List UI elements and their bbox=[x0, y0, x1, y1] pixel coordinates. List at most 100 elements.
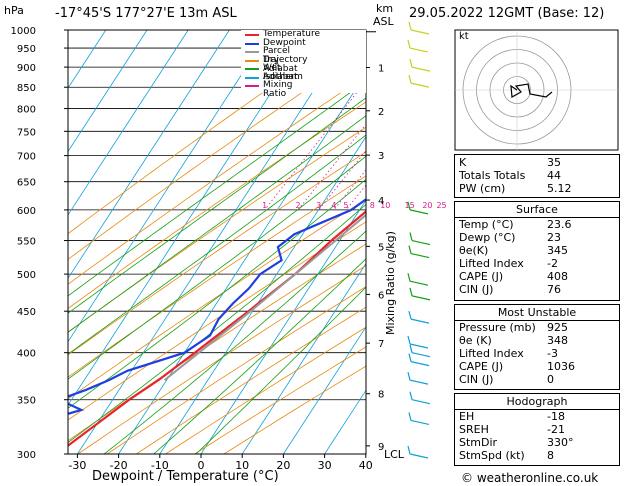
km-tick-label: 1 bbox=[378, 63, 384, 74]
plot-frame bbox=[67, 29, 367, 455]
mixing-ratio-label: 1 bbox=[262, 201, 267, 210]
wind-barb-feather bbox=[407, 273, 411, 282]
surface-table: Surface Temp (°C) 23.6 Dewp (°C) 23 θe(K) 3… bbox=[454, 201, 620, 301]
surface-title: Surface bbox=[516, 203, 558, 216]
isotherm bbox=[68, 30, 313, 406]
wind-barb bbox=[411, 399, 431, 405]
temp-tick-label: 0 bbox=[198, 459, 205, 472]
wind-barbs bbox=[407, 21, 431, 459]
wind-barb bbox=[409, 343, 429, 349]
pressure-tick-label: 650 bbox=[17, 178, 36, 189]
hpa-label: hPa bbox=[4, 4, 24, 17]
isotherm bbox=[77, 30, 354, 454]
wind-barb bbox=[409, 209, 429, 215]
mixing-ratio-label: 20 bbox=[422, 201, 432, 210]
wind-barb bbox=[410, 252, 430, 259]
temp-tick-label: 30 bbox=[318, 459, 332, 472]
mixing-ratio-axis-label: Mixing Ratio (g/kg) bbox=[384, 231, 397, 335]
dry-adiabat bbox=[106, 286, 366, 454]
wind-barb-feather bbox=[407, 335, 411, 345]
mu-row: CIN (J) 0 bbox=[459, 373, 554, 386]
legend-swatch bbox=[245, 34, 259, 36]
dry-adiabat bbox=[68, 151, 366, 356]
legend-swatch bbox=[245, 68, 259, 70]
pressure-tick-label: 600 bbox=[17, 206, 36, 217]
km-tick-label: 4 bbox=[378, 196, 384, 207]
wind-barb bbox=[411, 295, 431, 301]
hodo-row: EH -18 bbox=[459, 410, 565, 423]
mixing-ratio-label: 15 bbox=[405, 201, 415, 210]
pressure-tick-label: 950 bbox=[17, 44, 36, 55]
wind-barb-feather bbox=[408, 245, 412, 254]
axes: 1 2 3 4 5 8 10 15 20 2530035040045050055060065070… bbox=[11, 26, 447, 472]
dry-adiabat bbox=[68, 221, 366, 421]
pressure-tick-label: 350 bbox=[17, 396, 36, 407]
x-axis-label: Dewpoint / Temperature (°C) bbox=[92, 469, 279, 484]
surface-row: Lifted Index -2 bbox=[459, 257, 558, 270]
isotherm bbox=[283, 326, 366, 454]
surface-row: Dewp (°C) 23 bbox=[459, 231, 561, 244]
dry-adiabat bbox=[77, 265, 366, 454]
legend-label: Dry Adiabat bbox=[263, 54, 298, 74]
series-temperature bbox=[68, 210, 366, 447]
wind-barb bbox=[409, 453, 429, 459]
km-tick-label: 9 bbox=[378, 442, 384, 453]
legend-label: Mixing Ratio bbox=[263, 80, 293, 99]
dry-adiabat bbox=[68, 175, 366, 378]
legend-label: Isotherm bbox=[263, 71, 303, 82]
hodograph-table: Hodograph EH -18 SREH -21 StmDir 330° StmSp… bbox=[454, 393, 620, 466]
wet-adiabat bbox=[68, 115, 366, 333]
mixing-ratio-label: 25 bbox=[436, 201, 446, 210]
hodograph-trace bbox=[510, 83, 553, 98]
dry-adiabat bbox=[68, 126, 366, 333]
most-unstable-title: Most Unstable bbox=[497, 306, 577, 319]
dry-adiabat bbox=[165, 326, 366, 454]
isotherm bbox=[241, 262, 366, 454]
dry-adiabat bbox=[68, 101, 366, 310]
wind-barb bbox=[409, 47, 429, 53]
wind-barb bbox=[410, 82, 430, 88]
mu-row: Lifted Index -3 bbox=[459, 347, 558, 360]
index-row: Totals Totals 44 bbox=[459, 169, 561, 182]
wind-barb-feather bbox=[409, 344, 413, 353]
legend: Temperature Dewpoint Parcel Trajectory Dry … bbox=[241, 30, 366, 99]
skew-t-grid bbox=[68, 30, 366, 454]
surface-row: CIN (J) 76 bbox=[459, 283, 561, 296]
temp-tick-label: 40 bbox=[359, 459, 373, 472]
pressure-tick-label: 850 bbox=[17, 83, 36, 94]
wind-barb bbox=[410, 419, 430, 426]
pressure-tick-label: 800 bbox=[17, 105, 36, 116]
surface-row: CAPE (J) 408 bbox=[459, 270, 568, 283]
mixing-ratio-label: 4 bbox=[331, 201, 336, 210]
copyright: © weatheronline.co.uk bbox=[461, 471, 599, 485]
wind-barb-feather bbox=[409, 232, 413, 241]
wind-barb-feather bbox=[407, 39, 411, 49]
dry-adiabat bbox=[68, 243, 366, 442]
temp-tick-label: -20 bbox=[110, 459, 128, 472]
wet-adiabat bbox=[68, 97, 366, 314]
wind-barb-feather bbox=[408, 412, 412, 421]
surface-row: θe(K) 345 bbox=[459, 244, 568, 257]
mixing-ratio-label: 5 bbox=[343, 201, 348, 210]
temp-tick-label: 10 bbox=[235, 459, 249, 472]
hodo-row: StmDir 330° bbox=[459, 436, 574, 449]
temp-tick-label: -10 bbox=[151, 459, 169, 472]
wind-barb-feather bbox=[408, 310, 412, 320]
dry-adiabat bbox=[68, 75, 366, 285]
legend-swatch bbox=[245, 59, 259, 62]
km-tick-label: 3 bbox=[378, 151, 384, 162]
mu-row: θe (K) 348 bbox=[459, 334, 568, 347]
km-tick-label: 7 bbox=[378, 339, 384, 350]
asl-label: ASL bbox=[373, 15, 394, 28]
isotherm bbox=[118, 72, 366, 454]
lcl-label: LCL bbox=[384, 448, 404, 461]
wind-barb-feather bbox=[407, 445, 411, 455]
wind-barb-feather bbox=[408, 74, 412, 84]
pressure-tick-label: 750 bbox=[17, 127, 36, 138]
isotherm bbox=[68, 30, 271, 343]
wind-barb bbox=[411, 352, 431, 358]
km-tick-label: 6 bbox=[378, 290, 384, 301]
mu-row: Pressure (mb) 925 bbox=[459, 321, 568, 334]
km-tick-label: 2 bbox=[378, 107, 384, 118]
